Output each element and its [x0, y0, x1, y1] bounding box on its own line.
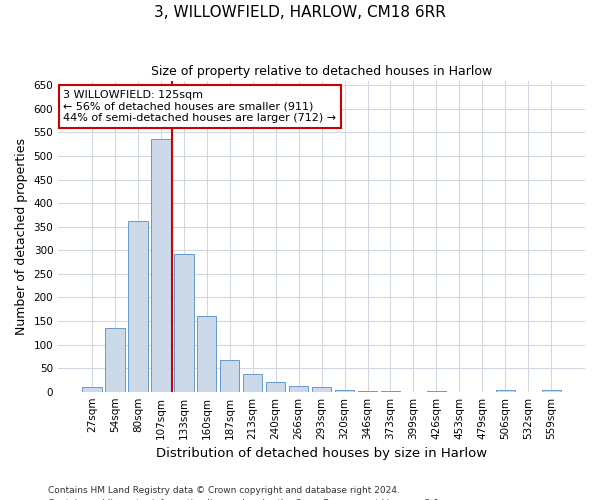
Bar: [197, 316, 217, 392]
Text: Contains HM Land Registry data © Crown copyright and database right 2024.: Contains HM Land Registry data © Crown c…: [48, 486, 400, 495]
Y-axis label: Number of detached properties: Number of detached properties: [15, 138, 28, 334]
Bar: [266, 382, 286, 392]
Bar: [128, 221, 148, 392]
Bar: [542, 390, 561, 392]
Bar: [312, 388, 331, 392]
Bar: [243, 374, 262, 392]
Bar: [220, 360, 239, 392]
X-axis label: Distribution of detached houses by size in Harlow: Distribution of detached houses by size …: [156, 447, 487, 460]
Title: Size of property relative to detached houses in Harlow: Size of property relative to detached ho…: [151, 65, 492, 78]
Text: 3, WILLOWFIELD, HARLOW, CM18 6RR: 3, WILLOWFIELD, HARLOW, CM18 6RR: [154, 5, 446, 20]
Bar: [358, 390, 377, 392]
Bar: [105, 328, 125, 392]
Text: Contains public sector information licensed under the Open Government Licence v3: Contains public sector information licen…: [48, 498, 442, 500]
Text: 3 WILLOWFIELD: 125sqm
← 56% of detached houses are smaller (911)
44% of semi-det: 3 WILLOWFIELD: 125sqm ← 56% of detached …: [64, 90, 337, 123]
Bar: [335, 390, 355, 392]
Bar: [82, 387, 101, 392]
Bar: [151, 138, 170, 392]
Bar: [427, 390, 446, 392]
Bar: [289, 386, 308, 392]
Bar: [174, 254, 194, 392]
Bar: [381, 390, 400, 392]
Bar: [496, 390, 515, 392]
